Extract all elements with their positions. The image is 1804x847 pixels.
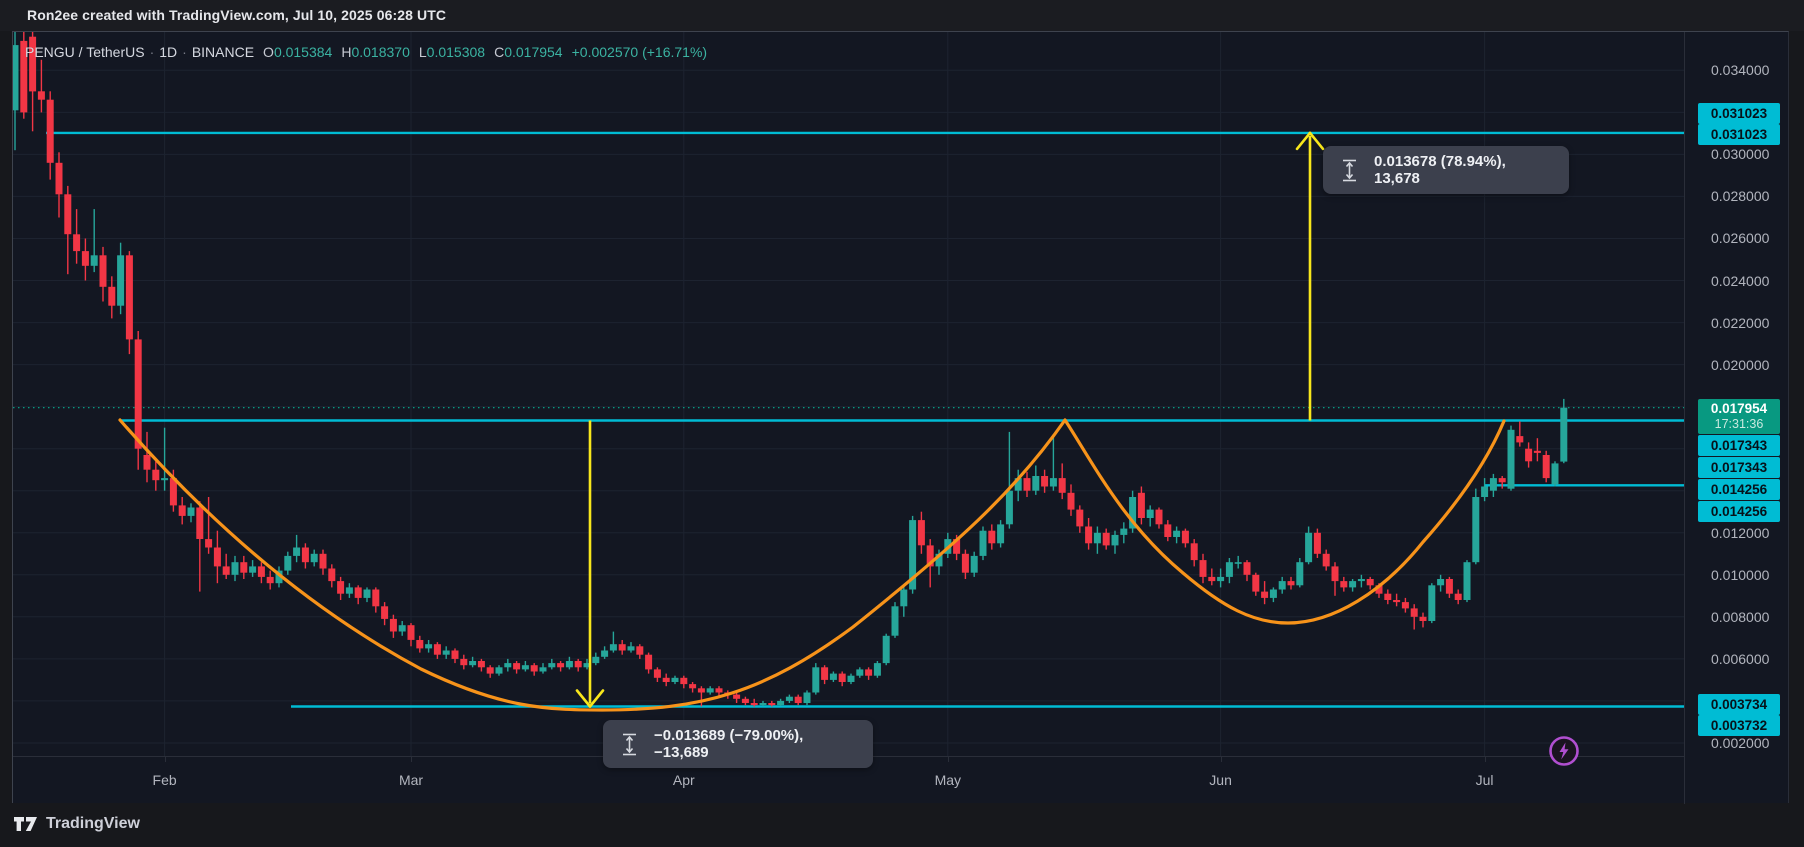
month-label-feb: Feb [152,772,177,788]
legend-exchange: BINANCE [191,44,255,60]
price-line-badge[interactable]: 0.014256 [1698,479,1780,500]
ohlc-open-key: O [263,44,274,60]
bar-countdown: 17:31:36 [1714,417,1764,431]
tradingview-logo-icon [14,817,37,831]
legend-separator: · [182,44,187,60]
candles[interactable] [13,32,1568,707]
measure-label-up-text: 0.013678 (78.94%), 13,678 [1374,153,1506,187]
price-tick-label: 0.024000 [1711,272,1770,289]
price-line-badge[interactable]: 0.031023 [1698,103,1780,124]
price-tick-label: 0.034000 [1711,62,1770,79]
candlestick-chart[interactable] [13,32,1684,756]
chart-pane[interactable] [13,32,1684,756]
price-tick-label: 0.008000 [1711,608,1770,625]
ohlc-high-value: 0.018370 [351,44,410,60]
price-line-badge[interactable]: 0.014256 [1698,501,1780,522]
legend-change: +0.002570 (+16.71%) [571,44,708,60]
attribution-text: Ron2ee created with TradingView.com, Jul… [27,7,447,23]
price-tick-label: 0.012000 [1711,524,1770,541]
lightning-button[interactable] [1546,733,1582,769]
price-line-badge[interactable]: 0.017343 [1698,435,1780,456]
gridlines [13,32,1684,756]
measure-label-up[interactable]: 0.013678 (78.94%), 13,678 [1323,146,1569,194]
ohlc-low-key: L [418,44,427,60]
month-label-apr: Apr [672,772,695,788]
month-label-jun: Jun [1209,772,1232,788]
symbol-legend[interactable]: PENGU / TetherUS · 1D · BINANCE O0.015384 H0.0… [25,44,707,60]
price-tick-label: 0.030000 [1711,146,1770,163]
price-line-badge[interactable]: 0.017343 [1698,457,1780,478]
month-tick [411,757,412,762]
legend-symbol[interactable]: PENGU / TetherUS [25,44,145,60]
price-line-badge[interactable]: 0.031023 [1698,124,1780,145]
measure-arrow-down[interactable] [575,420,605,708]
ohlc-high-key: H [341,44,352,60]
month-tick [1484,757,1486,762]
price-tick-label: 0.026000 [1711,230,1770,247]
price-line-badge[interactable]: 0.003732 [1698,715,1780,736]
measure-ruler-icon [1341,159,1358,182]
price-tick-label: 0.010000 [1711,566,1770,583]
price-line-badge[interactable]: 0.003734 [1698,694,1780,715]
measure-label-down-text: −0.013689 (−79.00%), −13,689 [654,727,804,761]
measure-label-down[interactable]: −0.013689 (−79.00%), −13,689 [603,720,873,768]
price-tick-label: 0.006000 [1711,650,1770,667]
month-tick [1220,757,1222,762]
price-axis[interactable]: 0.034000 0.030000 0.028000 0.026000 0.024000… [1684,32,1790,804]
price-tick-label: 0.028000 [1711,188,1770,205]
price-tick-label: 0.020000 [1711,356,1770,373]
horizontal-line-drawings[interactable] [46,131,1684,708]
measure-ruler-icon [621,733,638,756]
price-tick-label: 0.022000 [1711,314,1770,331]
ohlc-low-value: 0.015308 [426,44,486,60]
month-label-may: May [934,772,962,788]
attribution-bar: Ron2ee created with TradingView.com, Jul… [0,0,1804,31]
tradingview-logo-text: TradingView [46,815,140,832]
ohlc-open-value: 0.015384 [273,44,333,60]
lightning-bolt-icon [1559,742,1569,760]
tradingview-logo[interactable]: TradingView [13,815,140,833]
last-price-badge: 0.017954 17:31:36 [1698,399,1780,434]
month-label-jul: Jul [1475,772,1494,788]
price-tick-label: 0.002000 [1711,734,1770,751]
measure-arrow-up[interactable] [1295,131,1325,421]
month-tick [164,757,166,762]
ohlc-close-value: 0.017954 [504,44,563,60]
cup-2[interactable] [1063,418,1506,625]
footer-bar: TradingView [0,804,1804,847]
month-label-mar: Mar [398,772,424,788]
legend-interval[interactable]: 1D [159,44,178,60]
legend-separator: · [149,44,155,60]
last-price-value: 0.017954 [1710,401,1768,416]
cup-1[interactable] [118,418,1067,712]
ohlc-close-key: C [494,44,505,60]
month-tick [947,757,949,762]
